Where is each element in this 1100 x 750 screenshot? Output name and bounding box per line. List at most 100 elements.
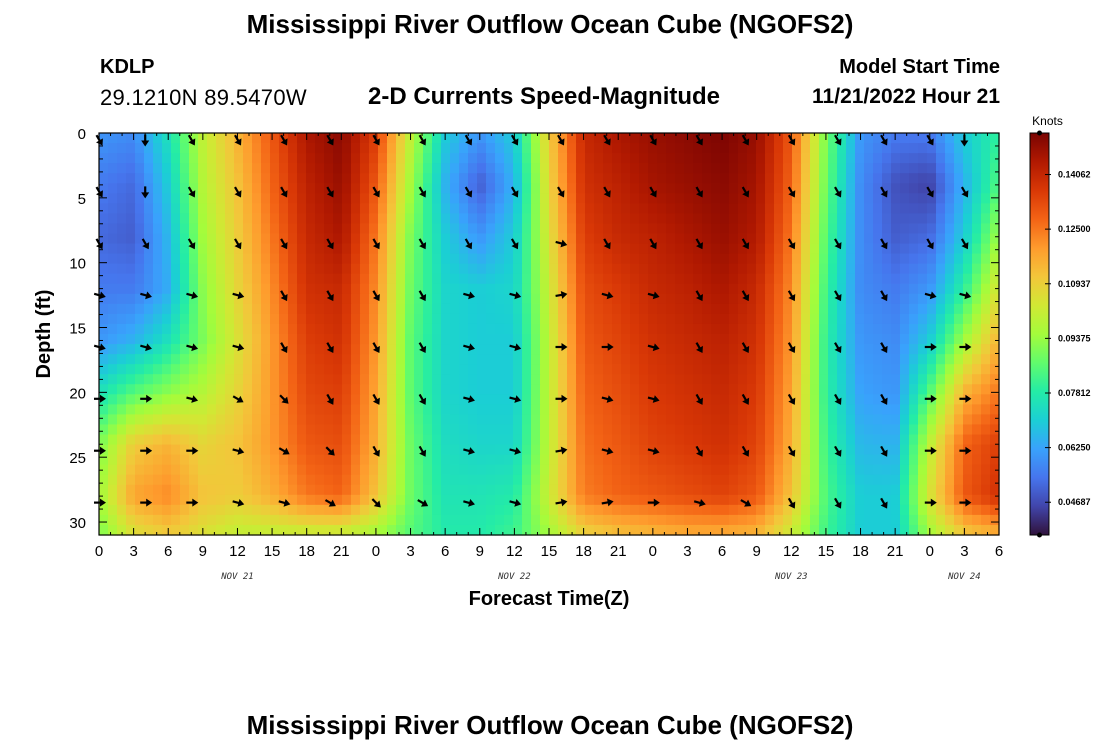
heatmap-cell <box>405 364 415 375</box>
heatmap-cell <box>774 364 784 375</box>
heatmap-cell <box>351 454 361 466</box>
heatmap-cell <box>828 323 838 335</box>
heatmap-cell <box>882 404 892 415</box>
heatmap-cell <box>936 384 946 395</box>
heatmap-cell <box>135 484 145 496</box>
heatmap-cell <box>801 354 811 365</box>
heatmap-cell <box>720 354 730 365</box>
heatmap-cell <box>252 334 262 345</box>
heatmap-cell <box>873 143 883 154</box>
heatmap-cell <box>162 303 172 315</box>
heatmap-cell <box>594 374 604 385</box>
heatmap-cell <box>207 354 217 365</box>
heatmap-cell <box>936 354 946 365</box>
heatmap-cell <box>162 474 172 486</box>
heatmap-cell <box>126 344 136 355</box>
heatmap-cell <box>594 524 604 536</box>
heatmap-cell <box>405 464 415 476</box>
heatmap-cell <box>162 143 172 154</box>
heatmap-cell <box>180 484 190 496</box>
heatmap-cell <box>828 334 838 345</box>
heatmap-cell <box>234 173 244 184</box>
current-arrow <box>372 134 380 146</box>
heatmap-cell <box>351 434 361 446</box>
heatmap-cell <box>153 223 163 235</box>
heatmap-cell <box>675 173 685 184</box>
heatmap-cell <box>108 203 118 214</box>
heatmap-cell <box>585 273 595 285</box>
heatmap-cell <box>828 504 838 516</box>
heatmap-cell <box>297 173 307 184</box>
heatmap-cell <box>351 143 361 154</box>
heatmap-cell <box>621 293 631 305</box>
heatmap-cell <box>981 494 991 506</box>
heatmap-cell <box>477 424 487 436</box>
heatmap-cell <box>693 374 703 385</box>
heatmap-cell <box>558 424 568 436</box>
heatmap-cell <box>702 524 712 536</box>
heatmap-cell <box>234 243 244 255</box>
heatmap-cell <box>270 273 280 285</box>
heatmap-cell <box>630 173 640 184</box>
heatmap-cell <box>954 454 964 466</box>
heatmap-cell <box>432 303 442 315</box>
heatmap-cell <box>747 404 757 415</box>
heatmap-cell <box>414 173 424 184</box>
heatmap-cell <box>207 233 217 245</box>
heatmap-cell <box>279 364 289 375</box>
heatmap-cell <box>567 364 577 375</box>
heatmap-cell <box>351 303 361 315</box>
heatmap-cell <box>207 203 217 214</box>
heatmap-cell <box>711 213 721 225</box>
heatmap-cell <box>198 354 208 365</box>
heatmap-cell <box>540 524 550 536</box>
heatmap-cell <box>207 424 217 436</box>
heatmap-cell <box>486 133 496 144</box>
heatmap-cell <box>252 504 262 516</box>
heatmap-cell <box>207 344 217 355</box>
heatmap-cell <box>891 484 901 496</box>
heatmap-cell <box>882 334 892 345</box>
heatmap-cell <box>153 163 163 174</box>
heatmap-cell <box>801 293 811 305</box>
heatmap-cell <box>900 334 910 345</box>
heatmap-cell <box>927 303 937 315</box>
heatmap-cell <box>702 293 712 305</box>
heatmap-cell <box>522 434 532 446</box>
heatmap-cell <box>477 394 487 405</box>
heatmap-cell <box>666 153 676 164</box>
heatmap-cell <box>567 474 577 486</box>
heatmap-cell <box>117 394 127 405</box>
heatmap-cell <box>972 223 982 235</box>
heatmap-cell <box>954 203 964 214</box>
heatmap-cell <box>576 233 586 245</box>
heatmap-cell <box>135 183 145 194</box>
heatmap-cell <box>612 203 622 214</box>
heatmap-cell <box>504 434 514 446</box>
heatmap-cell <box>630 394 640 405</box>
heatmap-cell <box>882 283 892 295</box>
heatmap-cell <box>765 273 775 285</box>
heatmap-cell <box>612 384 622 395</box>
heatmap-cell <box>432 394 442 405</box>
heatmap-cell <box>918 334 928 345</box>
heatmap-cell <box>720 183 730 194</box>
heatmap-cell <box>216 293 226 305</box>
heatmap-cell <box>342 153 352 164</box>
heatmap-cell <box>846 494 856 506</box>
heatmap-cell <box>405 474 415 486</box>
current-arrow <box>741 393 750 405</box>
colorbar-tick-label: 0.06250 <box>1058 443 1091 453</box>
heatmap-cell <box>711 524 721 536</box>
heatmap-cell <box>108 354 118 365</box>
heatmap-cell <box>657 153 667 164</box>
heatmap-cell <box>819 243 829 255</box>
heatmap-cell <box>666 434 676 446</box>
heatmap-cell <box>225 293 235 305</box>
heatmap-cell <box>423 293 433 305</box>
heatmap-cell <box>639 163 649 174</box>
heatmap-cell <box>252 323 262 335</box>
heatmap-cell <box>414 514 424 526</box>
heatmap-cell <box>819 283 829 295</box>
heatmap-cell <box>279 474 289 486</box>
